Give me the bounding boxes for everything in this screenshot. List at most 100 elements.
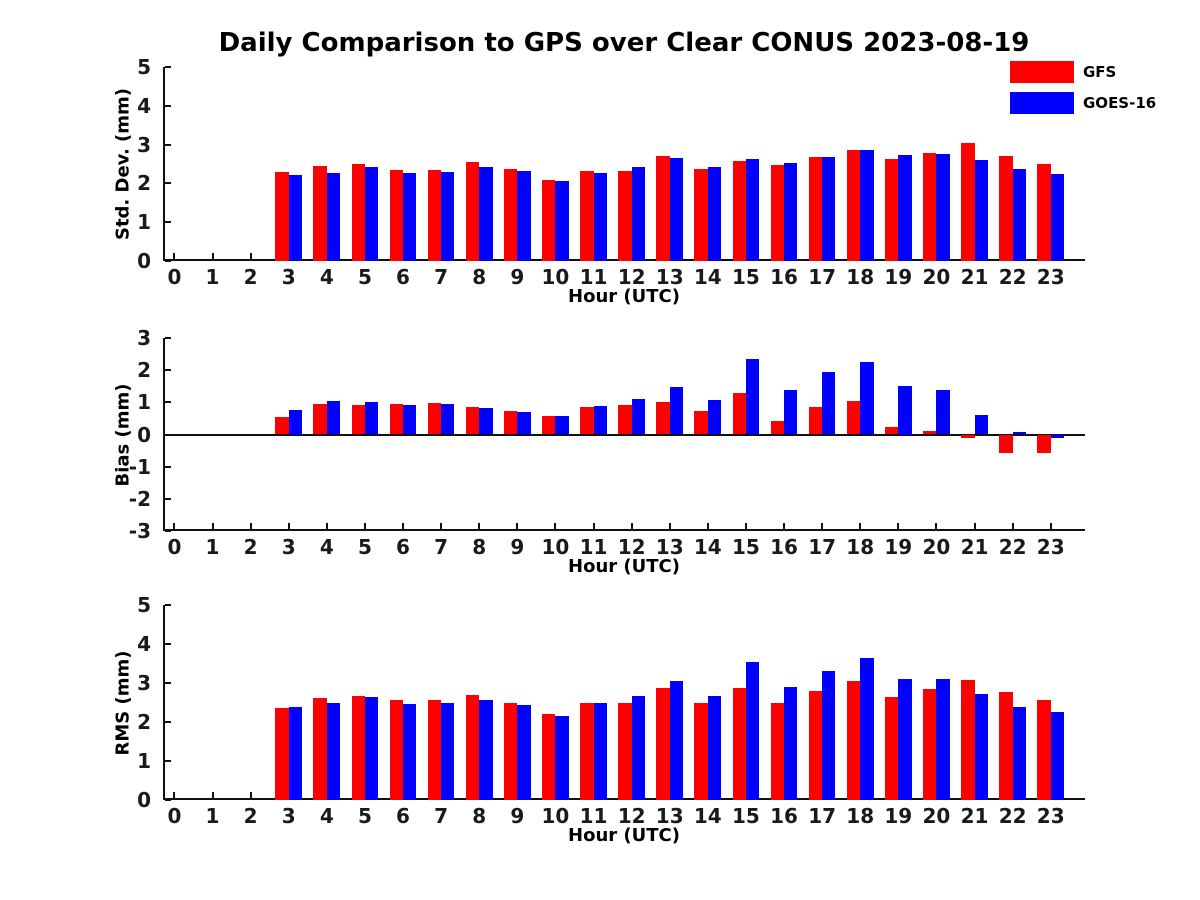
- bar-gfs-hour-22: [999, 691, 1013, 800]
- x-tick: [935, 523, 938, 529]
- bar-gfs-hour-13: [656, 688, 670, 800]
- stddev-x-axis-label: Hour (UTC): [568, 286, 680, 307]
- bar-goes16-hour-5: [364, 401, 379, 435]
- x-tick-label: 14: [693, 535, 722, 559]
- bar-gfs-hour-8: [465, 695, 480, 800]
- bar-gfs-hour-6: [389, 700, 404, 800]
- bar-gfs-hour-10: [542, 179, 556, 261]
- x-tick: [1011, 523, 1014, 529]
- bar-goes16-hour-9: [517, 704, 531, 800]
- bar-goes16-hour-19: [898, 386, 912, 435]
- y-axis-spine: [163, 605, 165, 800]
- figure-title: Daily Comparison to GPS over Clear CONUS…: [218, 28, 1030, 58]
- bar-gfs-hour-19: [884, 697, 899, 800]
- bar-gfs-hour-10: [542, 415, 556, 435]
- x-tick-label: 2: [243, 535, 258, 559]
- bar-goes16-hour-7: [441, 403, 455, 435]
- bar-gfs-hour-18: [846, 400, 861, 435]
- bar-goes16-hour-11: [593, 172, 607, 261]
- x-tick-label: 13: [655, 804, 684, 828]
- y-tick: [165, 643, 171, 645]
- bias-x-axis-label: Hour (UTC): [568, 556, 680, 577]
- bar-goes16-hour-6: [403, 172, 417, 261]
- bar-goes16-hour-18: [860, 362, 874, 435]
- x-tick-label: 17: [808, 804, 837, 828]
- y-tick: [165, 604, 171, 606]
- x-tick: [783, 523, 786, 529]
- bar-goes16-hour-6: [403, 704, 417, 800]
- x-tick: [211, 253, 214, 259]
- bar-gfs-hour-5: [351, 164, 365, 261]
- x-tick-label: 18: [846, 804, 875, 828]
- y-tick: [165, 337, 171, 339]
- bar-gfs-hour-11: [580, 703, 594, 800]
- x-tick: [440, 523, 443, 529]
- bar-goes16-hour-12: [631, 167, 645, 261]
- bar-gfs-hour-21: [961, 680, 975, 800]
- x-tick-label: 5: [357, 265, 372, 289]
- bar-goes16-hour-3: [288, 410, 303, 435]
- x-tick-label: 7: [434, 535, 449, 559]
- stddev-subplot: Std. Dev. (mm) Hour (UTC) 0 1 2 3 4 5 6 7 8 9 10 11…: [113, 55, 1085, 307]
- x-tick-label: 4: [319, 265, 334, 289]
- x-tick-label: 4: [319, 804, 334, 828]
- bar-gfs-hour-17: [808, 157, 823, 261]
- bar-goes16-hour-10: [555, 180, 569, 261]
- x-tick: [744, 523, 747, 529]
- y-tick-label: 2: [137, 358, 151, 383]
- bar-gfs-hour-20: [923, 689, 937, 800]
- bar-gfs-hour-12: [618, 171, 632, 261]
- legend-label-gfs: GFS: [1083, 63, 1117, 81]
- x-tick-label: 11: [579, 535, 608, 559]
- bar-gfs-hour-4: [313, 698, 327, 800]
- bar-gfs-hour-12: [618, 702, 632, 800]
- bar-goes16-hour-14: [707, 696, 722, 800]
- x-tick: [516, 523, 519, 529]
- x-tick-label: 13: [655, 535, 684, 559]
- rms-y-axis-label: RMS (mm): [112, 650, 134, 755]
- x-tick-label: 9: [510, 535, 525, 559]
- bar-gfs-hour-9: [503, 168, 518, 261]
- y-tick: [165, 221, 171, 224]
- legend: GFS GOES-16: [1010, 61, 1156, 123]
- x-tick-label: 9: [510, 804, 525, 828]
- bar-gfs-hour-20: [923, 431, 937, 435]
- x-axis-spine: [163, 529, 1085, 531]
- bar-goes16-hour-18: [860, 658, 874, 800]
- bar-goes16-hour-20: [936, 678, 950, 800]
- bar-goes16-hour-11: [593, 702, 607, 800]
- bar-gfs-hour-21: [961, 434, 975, 438]
- x-tick-label: 23: [1036, 265, 1065, 289]
- bar-goes16-hour-5: [364, 167, 379, 261]
- x-tick-label: 6: [396, 265, 410, 289]
- y-tick: [165, 530, 171, 532]
- bar-goes16-hour-10: [555, 716, 569, 800]
- x-tick: [402, 523, 405, 529]
- x-tick-label: 0: [167, 804, 182, 828]
- bar-goes16-hour-15: [745, 358, 760, 435]
- y-tick-label: 5: [137, 593, 151, 617]
- y-tick: [165, 143, 171, 146]
- y-tick-label: 0: [137, 422, 151, 447]
- bar-gfs-hour-3: [275, 171, 289, 261]
- goes16-color-swatch-icon: [1010, 92, 1074, 114]
- x-tick-label: 2: [243, 265, 258, 289]
- bar-gfs-hour-6: [389, 169, 404, 261]
- bar-gfs-hour-15: [732, 392, 746, 435]
- bar-gfs-hour-18: [846, 150, 861, 261]
- bar-goes16-hour-7: [441, 702, 455, 800]
- x-tick-label: 15: [731, 265, 760, 289]
- y-tick: [165, 760, 171, 762]
- x-tick-label: 4: [319, 535, 334, 559]
- legend-item-goes16: GOES-16: [1010, 92, 1156, 114]
- x-tick-label: 7: [434, 804, 449, 828]
- bar-gfs-hour-8: [465, 162, 480, 261]
- x-tick-label: 22: [998, 804, 1027, 828]
- x-tick-label: 14: [693, 265, 722, 289]
- y-tick-label: 5: [137, 55, 151, 79]
- bar-goes16-hour-16: [784, 686, 798, 800]
- x-tick-label: 16: [770, 535, 798, 559]
- bar-goes16-hour-19: [898, 679, 912, 800]
- bar-goes16-hour-4: [326, 400, 341, 435]
